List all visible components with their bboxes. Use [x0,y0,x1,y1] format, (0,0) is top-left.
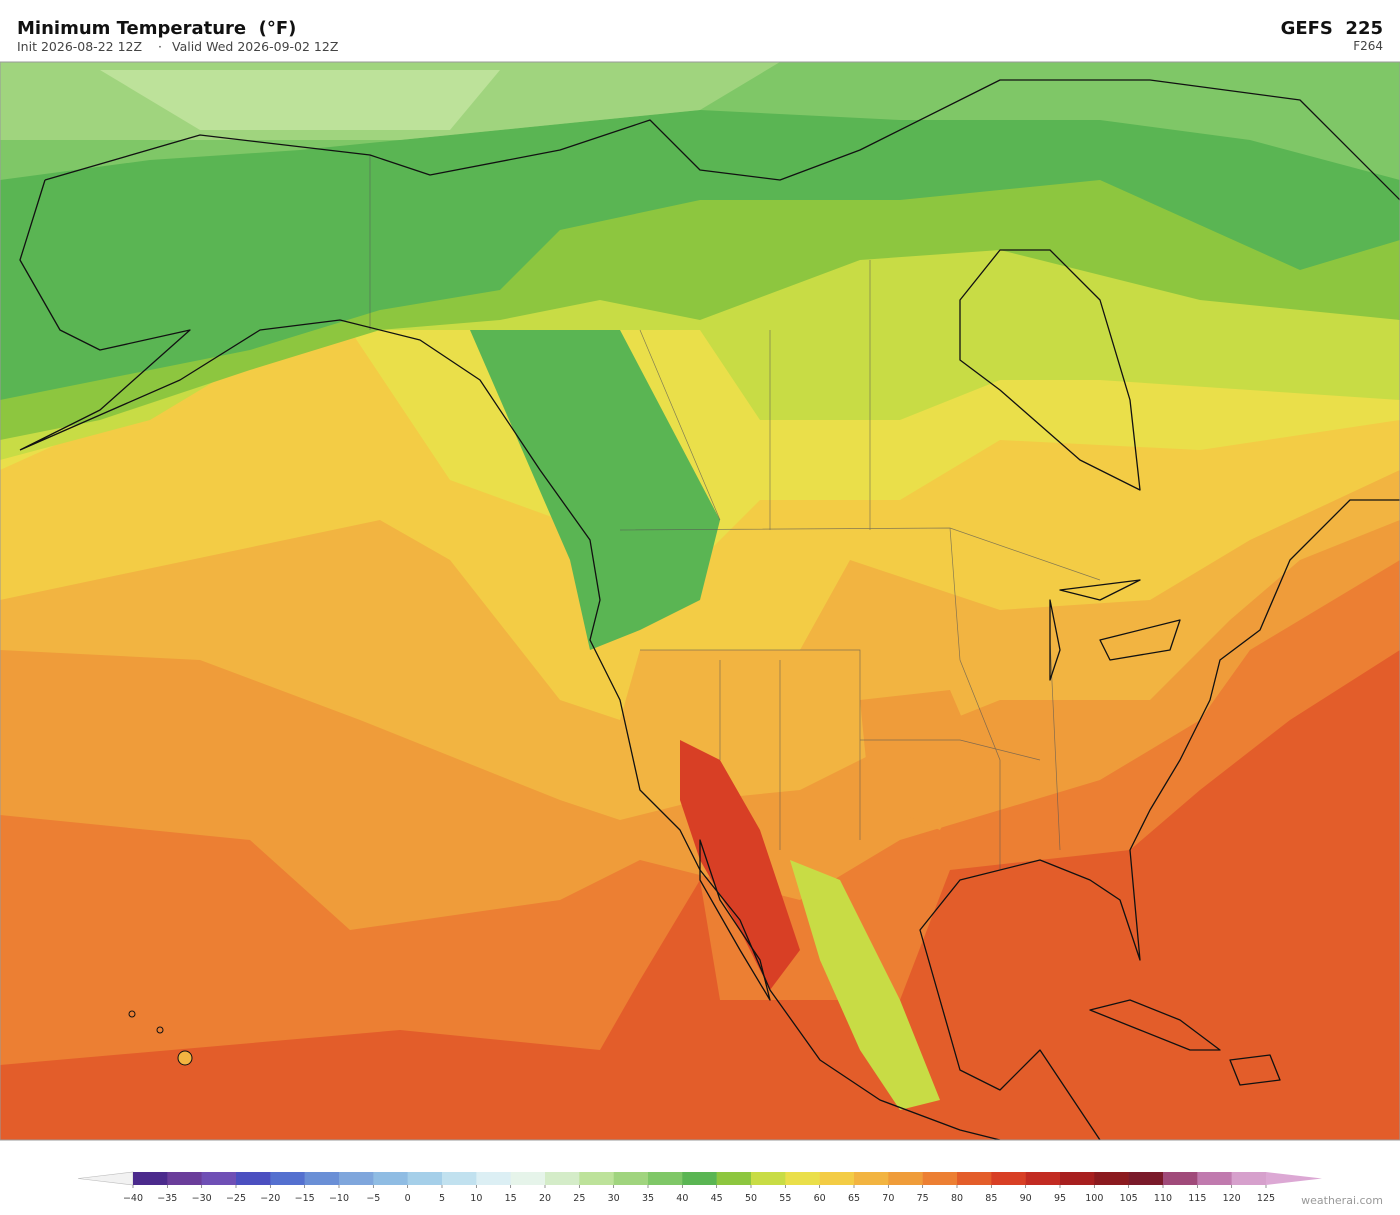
colorbar-tick-label: 75 [917,1193,929,1204]
colorbar-tick-label: 35 [642,1193,654,1204]
colorbar-tick-label: −25 [226,1193,246,1204]
colorbar-segment [579,1172,614,1185]
colorbar-tick-label: 105 [1120,1193,1138,1204]
coastline [19,179,1001,1140]
init-time: Init 2026-08-22 12Z [17,39,142,54]
colorbar-tick-label: −40 [123,1193,143,1204]
valid-time: Valid Wed 2026-09-02 12Z [172,39,338,54]
coastline [699,839,771,1001]
colorbar-tick-label: 125 [1257,1193,1275,1204]
colorbar-tick-label: 100 [1085,1193,1103,1204]
island [128,1010,136,1018]
colorbar-tick-label: 65 [848,1193,860,1204]
colorbar-tick-label: 10 [470,1193,482,1204]
colorbar-segment [854,1172,889,1185]
colorbar-tick-label: 115 [1188,1193,1206,1204]
coastline [1049,579,1181,681]
field [100,70,500,130]
colorbar-over [1266,1172,1322,1185]
colorbar-segment [682,1172,717,1185]
colorbar-segment [545,1172,580,1185]
colorbar-segment [510,1172,546,1185]
colorbar-segment [751,1172,786,1185]
forecast-hour: F264 [1353,39,1383,53]
colorbar-segment [1163,1172,1198,1185]
border [369,155,1101,870]
field [470,330,720,650]
colorbar-tick-label: 55 [779,1193,791,1204]
colorbar-segment [991,1172,1026,1185]
colorbar-segment [339,1172,374,1185]
colorbar-segment [785,1172,820,1185]
colorbar-segment [957,1172,992,1185]
colorbar-segment [167,1172,202,1185]
colorbar-tick-label: 95 [1054,1193,1066,1204]
colorbar-segment [304,1172,340,1185]
colorbar-tick-label: 110 [1154,1193,1172,1204]
map-title: Minimum Temperature (°F) [17,18,296,39]
colorbar-tick-label: 40 [676,1193,688,1204]
field [680,740,800,990]
colorbar-tick-label: 85 [985,1193,997,1204]
colorbar-tick-label: 70 [882,1193,894,1204]
colorbar-tick-label: 20 [539,1193,551,1204]
island [177,1050,193,1066]
colorbar-segment [236,1172,271,1185]
colorbar-segment [716,1172,752,1185]
colorbar-segment [476,1172,511,1185]
colorbar-tick-label: 50 [745,1193,757,1204]
colorbar-tick-label: 90 [1020,1193,1032,1204]
colorbar-segment [442,1172,477,1185]
field [790,860,940,1110]
island [156,1026,164,1034]
coastline [919,499,1400,1140]
credit: weatherai.com [1301,1194,1383,1207]
colorbar-segment [407,1172,443,1185]
colorbar-segment [922,1172,958,1185]
colorbar-segment [1060,1172,1095,1185]
colorbar-tick-label: 25 [573,1193,585,1204]
model-name: GEFS 225 [1281,18,1383,39]
colorbar-tick-label: 15 [505,1193,517,1204]
colorbar-tick-label: −10 [329,1193,349,1204]
colorbar-segment [1025,1172,1061,1185]
separator: · [158,39,162,54]
colorbar-segment [1197,1172,1232,1185]
colorbar-tick-label: −15 [295,1193,315,1204]
colorbar-tick-label: 80 [951,1193,963,1204]
colorbar-under [77,1171,134,1186]
colorbar-tick-label: 5 [439,1193,445,1204]
colorbar-tick-label: −35 [157,1193,177,1204]
colorbar-segment [1128,1172,1164,1185]
colorbar-tick-label: −5 [366,1193,380,1204]
colorbar-segment [133,1172,168,1185]
colorbar-segment [373,1172,408,1185]
colorbar-segment [1231,1172,1267,1185]
colorbar-tick-label: 30 [608,1193,620,1204]
map-frame [0,61,1400,1141]
map [0,61,1400,1141]
field [0,62,1400,400]
colorbar-tick-label: −30 [192,1193,212,1204]
colorbar-segment [1094,1172,1129,1185]
colorbar-segment [888,1172,923,1185]
coastline [959,249,1141,491]
colorbar-tick-label: −20 [260,1193,280,1204]
colorbar-segment [819,1172,855,1185]
colorbar-segment [613,1172,649,1185]
colorbar-tick-label: 120 [1223,1193,1241,1204]
colorbar-segment [648,1172,683,1185]
colorbar-tick-label: 0 [405,1193,411,1204]
colorbar-segment [201,1172,237,1185]
colorbar-tick-label: 60 [814,1193,826,1204]
colorbar-tick-label: 45 [711,1193,723,1204]
colorbar-segment [270,1172,305,1185]
coastline [44,79,1400,201]
field [860,690,980,830]
colorbar: −40 −35 −30 −25 −20 −15 −10 −5 0 5 10 15 20 25 30 35 40 4… [77,1171,1322,1204]
coastline [1089,999,1281,1086]
